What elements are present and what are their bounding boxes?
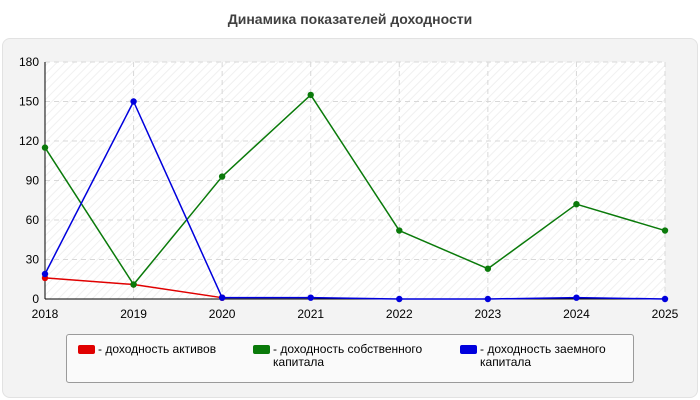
- data-point-2: [218, 294, 226, 301]
- chart-title: Динамика показателей доходности: [227, 11, 473, 27]
- x-tick-label: 2024: [563, 307, 590, 321]
- data-point-2: [130, 98, 137, 105]
- legend-swatch-assets: [78, 345, 95, 354]
- data-point-1: [307, 91, 314, 99]
- data-point-2: [484, 295, 492, 303]
- legend: - доходность активов - доходность собств…: [66, 334, 634, 383]
- data-point-2: [41, 270, 49, 278]
- series-line-1: [44, 94, 666, 286]
- legend-label-debt: - доходность заемного капитала: [480, 342, 606, 369]
- legend-swatch-equity: [253, 345, 270, 354]
- legend-label-assets: - доходность активов: [98, 342, 217, 356]
- legend-swatch-debt: [460, 345, 477, 354]
- grid-lines: [45, 61, 666, 299]
- y-tick-label: 60: [26, 213, 40, 227]
- y-tick-label: 120: [19, 134, 39, 148]
- legend-label-equity: - доходность собственного капитала: [273, 342, 423, 369]
- x-tick-label: 2023: [475, 307, 502, 321]
- data-point-1: [484, 265, 492, 272]
- data-point-2: [396, 295, 403, 303]
- data-point-2: [573, 294, 580, 301]
- data-series: [41, 91, 669, 303]
- x-tick-label: 2025: [652, 307, 679, 321]
- y-tick-label: 30: [26, 253, 40, 267]
- x-tick-label: 2018: [32, 307, 59, 321]
- data-point-2: [307, 294, 314, 301]
- y-tick-label: 180: [19, 55, 39, 69]
- x-tick-label: 2021: [297, 307, 324, 321]
- x-tick-label: 2022: [386, 307, 413, 321]
- data-point-1: [396, 227, 403, 234]
- x-tick-label: 2020: [209, 307, 236, 321]
- data-point-1: [573, 201, 580, 208]
- y-tick-label: 90: [26, 174, 40, 188]
- data-point-1: [218, 173, 226, 180]
- series-line-2: [44, 100, 666, 300]
- data-point-1: [661, 227, 669, 234]
- x-axis-ticks: 2018 2019 2020 2021 2022 2023 2024 2025: [32, 307, 679, 321]
- data-point-2: [661, 295, 669, 303]
- y-tick-label: 0: [32, 292, 39, 306]
- y-axis-ticks: 0 30 60 90 120 150 180: [19, 55, 39, 306]
- x-tick-label: 2019: [120, 307, 147, 321]
- data-point-1: [41, 144, 49, 151]
- y-tick-label: 150: [19, 95, 39, 109]
- data-point-1: [130, 281, 137, 288]
